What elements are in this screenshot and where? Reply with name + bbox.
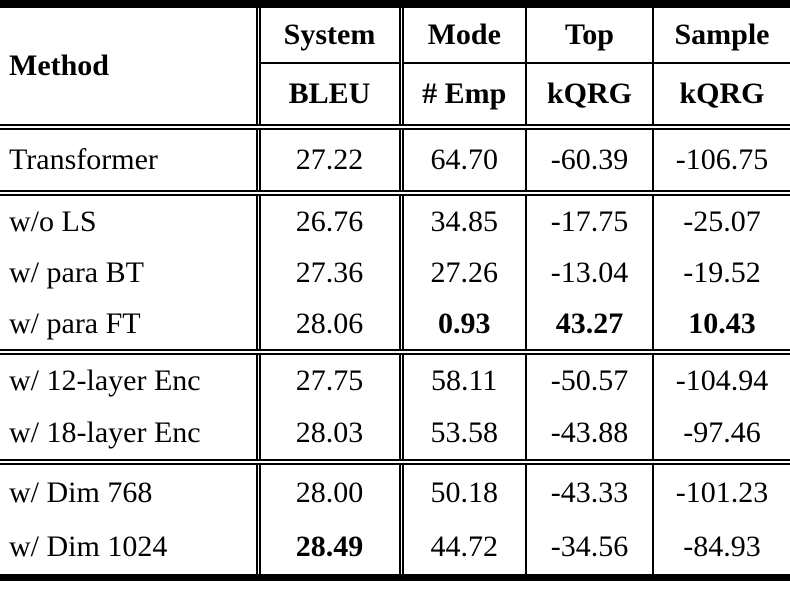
table-row: w/ 12-layer Enc 27.75 58.11 -50.57 -104.…	[0, 355, 790, 407]
value-cell: 34.85	[398, 196, 526, 247]
value-cell: 27.22	[255, 130, 401, 190]
value-cell: -43.33	[525, 465, 653, 521]
value-cell: -84.93	[652, 521, 790, 577]
method-cell: w/ para FT	[9, 306, 141, 340]
value-cell: 27.26	[398, 247, 526, 298]
table-row: w/ para FT 28.06 0.93 43.27 10.43	[0, 298, 790, 349]
header-row-top: Method System Mode Top Sample	[0, 4, 790, 81]
double-rule-line	[0, 124, 790, 130]
method-cell: w/ Dim 768	[9, 476, 153, 509]
value-cell: 28.03	[255, 407, 401, 459]
group-divider-rule	[0, 190, 790, 196]
method-cell: w/ 18-layer Enc	[9, 416, 201, 449]
method-cell: w/ 12-layer Enc	[9, 364, 201, 397]
table-row: w/ 18-layer Enc 28.03 53.58 -43.88 -97.4…	[0, 407, 790, 459]
value-cell: -97.46	[652, 407, 790, 459]
col-header-num-emp: # Emp	[398, 62, 526, 124]
value-cell: 27.36	[255, 247, 401, 298]
value-cell: -60.39	[525, 130, 653, 190]
table-row: w/ Dim 1024 28.49 44.72 -34.56 -84.93	[0, 521, 790, 577]
method-cell: w/ para BT	[9, 255, 144, 289]
value-cell: 26.76	[255, 196, 401, 247]
group-divider-rule	[0, 459, 790, 465]
value-cell: 28.49	[255, 521, 401, 577]
double-rule-line	[0, 349, 790, 355]
col-header-sample: Sample	[652, 4, 790, 63]
value-cell: -50.57	[525, 355, 653, 407]
col-header-method: Method	[9, 49, 109, 82]
col-header-kqrg-sample: kQRG	[652, 62, 790, 124]
col-header-kqrg-top: kQRG	[525, 62, 653, 124]
group-divider-rule	[0, 349, 790, 355]
value-cell: 27.75	[255, 355, 401, 407]
value-cell: -25.07	[652, 196, 790, 247]
header-row-sub: BLEU # Emp kQRG kQRG	[0, 62, 790, 124]
col-header-mode: Mode	[398, 4, 526, 63]
value-cell: -101.23	[652, 465, 790, 521]
value-cell: 53.58	[398, 407, 526, 459]
table-row: Transformer 27.22 64.70 -60.39 -106.75	[0, 130, 790, 190]
col-header-top: Top	[525, 4, 653, 63]
method-cell: w/o LS	[9, 204, 97, 238]
double-rule-line	[0, 459, 790, 465]
value-cell: -19.52	[652, 247, 790, 298]
value-cell: 58.11	[398, 355, 526, 407]
value-cell: -17.75	[525, 196, 653, 247]
value-cell: 28.06	[255, 298, 401, 349]
results-table: Method System Mode Top Sample BLEU # Emp…	[0, 0, 790, 581]
method-cell: Transformer	[9, 143, 158, 176]
table-header: Method System Mode Top Sample BLEU # Emp…	[0, 4, 790, 124]
value-cell: 50.18	[398, 465, 526, 521]
value-cell: 64.70	[398, 130, 526, 190]
col-header-bleu: BLEU	[255, 62, 401, 124]
group-divider-rule	[0, 124, 790, 130]
value-cell: 0.93	[398, 298, 526, 349]
table-row: w/o LS 26.76 34.85 -17.75 -25.07	[0, 196, 790, 247]
value-cell: -104.94	[652, 355, 790, 407]
value-cell: -13.04	[525, 247, 653, 298]
value-cell: -106.75	[652, 130, 790, 190]
value-cell: 43.27	[525, 298, 653, 349]
table-row: w/ Dim 768 28.00 50.18 -43.33 -101.23	[0, 465, 790, 521]
value-cell: 10.43	[652, 298, 790, 349]
value-cell: 28.00	[255, 465, 401, 521]
col-header-system: System	[255, 4, 401, 63]
value-cell: -43.88	[525, 407, 653, 459]
method-cell: w/ Dim 1024	[9, 530, 168, 564]
value-cell: 44.72	[398, 521, 526, 577]
table-row: w/ para BT 27.36 27.26 -13.04 -19.52	[0, 247, 790, 298]
value-cell: -34.56	[525, 521, 653, 577]
double-rule-line	[0, 190, 790, 196]
